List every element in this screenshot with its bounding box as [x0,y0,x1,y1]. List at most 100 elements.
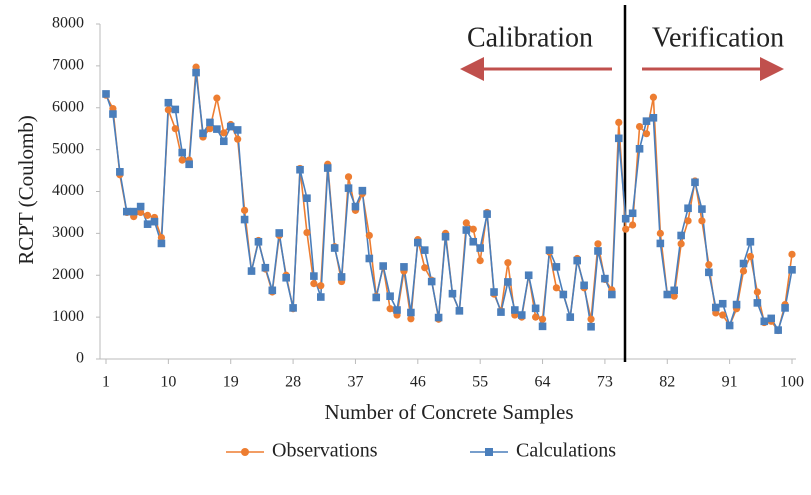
point [393,306,401,314]
point [622,225,630,233]
point [656,229,664,237]
point [601,274,609,283]
y-tick-label: 3000 [52,224,84,241]
point [490,288,498,296]
point [254,237,263,246]
point [684,204,692,213]
point [213,94,221,102]
point [476,256,484,265]
point [538,315,547,323]
legend-marker [241,448,249,456]
legend-marker [485,448,493,456]
point [587,322,595,331]
point [684,217,692,225]
x-tick-label: 46 [410,374,426,391]
point [171,125,179,133]
point [774,326,782,334]
point [365,254,374,263]
point [171,105,180,114]
point [358,186,367,195]
point [615,118,623,127]
point [462,226,471,234]
point [421,264,429,272]
legend-label: Observations [272,440,378,462]
point [642,130,651,138]
point [365,231,373,240]
point [781,304,789,312]
point [705,268,713,277]
point [531,304,540,313]
point [608,290,616,299]
point [483,210,491,218]
y-tick-label: 4000 [52,182,84,199]
point [532,313,540,321]
point [462,219,470,227]
point [691,178,699,187]
point [698,217,706,225]
point [746,237,755,246]
point [594,240,602,248]
point [524,271,533,280]
point [788,266,796,274]
point [753,299,762,307]
point [635,122,644,131]
point [705,261,713,269]
x-tick-label: 91 [722,374,738,391]
point [344,184,353,192]
point [109,110,117,118]
point [497,308,505,316]
point [122,207,131,216]
point [670,292,678,300]
point [434,313,443,322]
y-tick-label: 5000 [52,140,84,157]
x-tick-label: 55 [472,374,488,391]
point [552,263,561,271]
point [282,273,290,282]
annotation: Calibration [467,22,593,53]
point [677,240,685,248]
point [628,209,637,218]
point [199,129,207,138]
point [351,202,360,211]
point [303,228,311,237]
point [323,164,332,172]
point [621,214,630,223]
point [594,247,602,255]
point [261,263,270,272]
x-tick-label: 1 [102,374,110,391]
x-tick-label: 73 [597,374,613,391]
x-axis-label: Number of Concrete Samples [324,400,573,424]
point [219,137,228,146]
point [206,118,214,127]
point [538,322,547,331]
point [739,267,748,275]
point [719,311,727,319]
point [330,244,339,252]
point [143,220,152,228]
point [504,278,512,286]
point [441,232,450,241]
point [469,237,478,246]
point [310,272,318,280]
point [192,68,200,77]
point [753,288,761,296]
point [725,321,734,330]
point [206,125,214,133]
point [296,165,304,174]
point [233,126,242,134]
point [566,313,575,321]
annotation: Verification [652,22,784,53]
point [234,135,242,143]
x-tick-label: 64 [535,374,551,391]
point [545,246,554,254]
point [116,168,124,176]
point [414,238,422,247]
legend-label: Calculations [516,440,616,462]
point [137,208,145,217]
point [649,114,658,122]
point [559,290,568,299]
x-tick-label: 19 [223,374,239,391]
point [469,225,477,233]
